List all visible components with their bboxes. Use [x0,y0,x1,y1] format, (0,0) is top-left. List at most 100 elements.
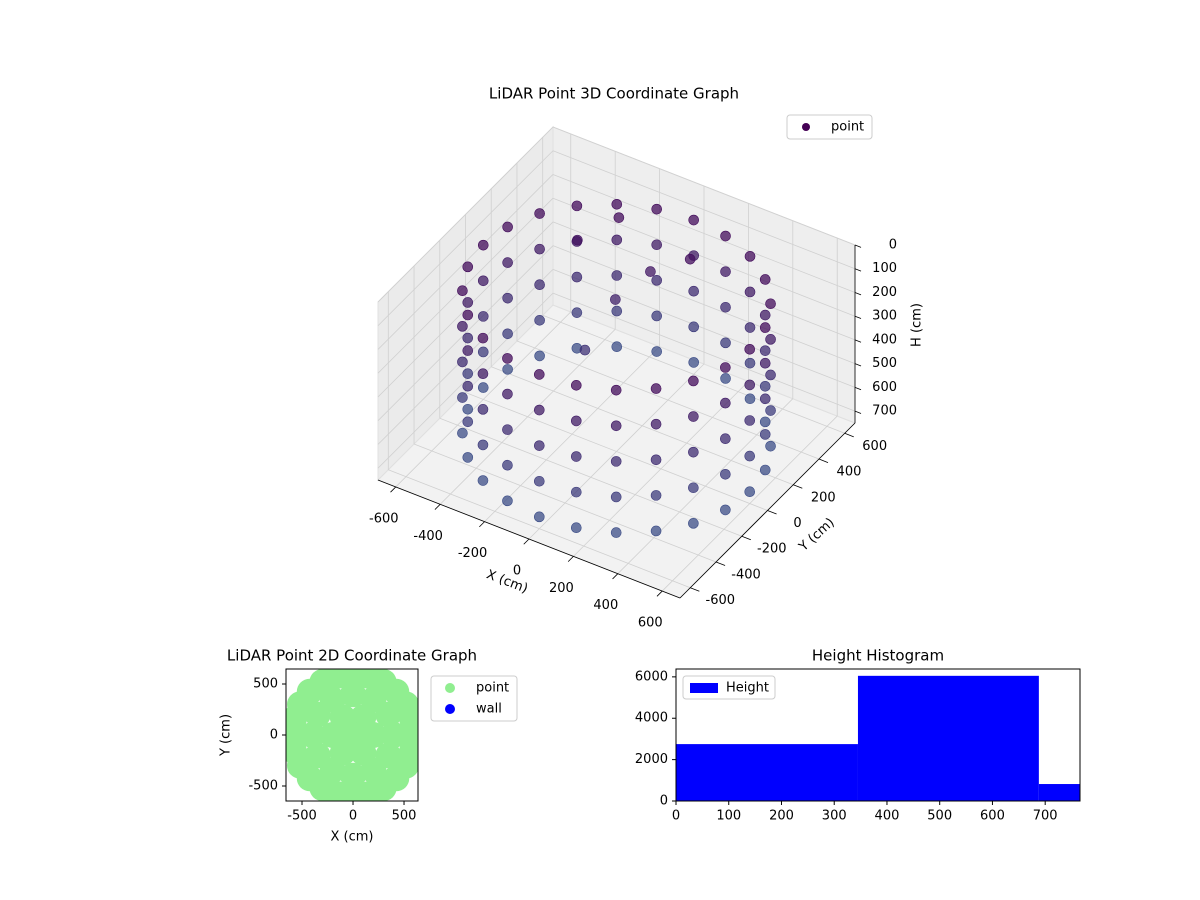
y-tick-mark [793,484,803,489]
grid-line [552,221,856,341]
data-point [502,364,513,375]
data-point [457,356,468,368]
x-tick-label: 200 [769,809,794,824]
data-point [533,511,545,523]
y-tick-mark [767,510,777,515]
data-point [759,357,771,369]
data-point [534,350,545,362]
data-point [502,388,513,400]
y-axis-line [679,422,856,599]
grid-line [552,292,856,412]
legend-marker [802,123,810,131]
data-point [759,393,771,405]
legend-frame [682,675,776,700]
data-point [744,450,756,462]
chart-title: LiDAR Point 2D Coordinate Graph [227,647,477,665]
x-tick-mark [479,521,485,528]
grid-line [377,245,554,421]
data-point [611,270,623,281]
x-tick-label: 300 [822,809,847,824]
data-point [765,440,776,452]
z-tick-label: 400 [872,332,897,347]
data-point [688,214,700,226]
data-point [304,701,331,728]
data-point [650,525,662,537]
data-point [720,230,731,242]
legend-marker [445,704,455,714]
data-point [759,464,771,476]
y-tick-label: 0 [660,794,668,809]
x-axis-label: X (cm) [331,830,374,845]
data-point [399,737,418,764]
x-tick-mark [612,573,619,580]
legend-label: point [476,681,509,696]
data-point [613,212,625,223]
grid-line [552,197,856,317]
data-point [765,405,776,416]
z-tick-mark [854,315,862,319]
chart-title: LiDAR Point 3D Coordinate Graph [489,85,739,103]
y-tick-label: 500 [253,676,278,691]
data-point [651,275,663,286]
data-point [688,518,699,529]
data-point [340,762,367,789]
data-point [462,403,474,415]
y-tick-mark [818,458,829,463]
data-point [570,380,582,391]
data-point [765,334,776,345]
data-point [744,415,756,426]
data-point [533,440,545,451]
data-point [611,234,623,246]
x-tick-label: 600 [980,809,1005,824]
data-point [645,266,656,277]
data-point [534,315,545,326]
data-point [299,722,326,748]
z-tick-mark [854,292,862,296]
data-point [720,266,731,277]
data-point [380,722,407,748]
data-point [340,722,367,748]
data-point [688,285,700,297]
z-tick-label: 100 [872,261,897,276]
data-point [502,292,513,304]
data-point [457,427,468,439]
data-point [533,404,545,416]
x-tick-label: 700 [1033,809,1058,824]
y-tick-label: 200 [811,490,836,505]
data-point [744,357,756,369]
y-tick-label: 2000 [635,752,668,767]
data-point [477,275,489,287]
data-point [759,345,771,356]
grid-line [552,150,856,270]
grid-line [377,150,554,327]
z-tick-label: 200 [872,285,897,300]
grid-line [552,174,856,293]
y-tick-label: 0 [793,516,801,531]
bar [857,675,1039,801]
grid-line [388,469,691,589]
data-point [765,298,776,310]
data-point [744,393,756,405]
grid-line [465,392,768,511]
z-tick-mark [854,363,862,367]
data-point [572,234,583,246]
data-point [570,415,582,427]
grid-line [377,197,554,374]
data-point [650,454,662,466]
data-point [579,344,591,356]
x-tick-label: -400 [413,529,443,544]
x-tick-mark [656,590,663,597]
data-point [534,279,545,291]
x-tick-label: 500 [927,809,952,824]
grid-line [439,417,742,537]
y-tick-mark [690,587,700,592]
x-tick-label: 400 [593,598,618,613]
data-point [477,332,489,344]
x-tick-label: 600 [638,616,663,631]
data-point [340,681,367,708]
x-tick-label: -200 [458,546,488,561]
data-point [477,311,489,322]
x-axis-line [377,479,681,599]
z-tick-mark [854,268,862,272]
y-tick-label: 0 [270,728,278,743]
